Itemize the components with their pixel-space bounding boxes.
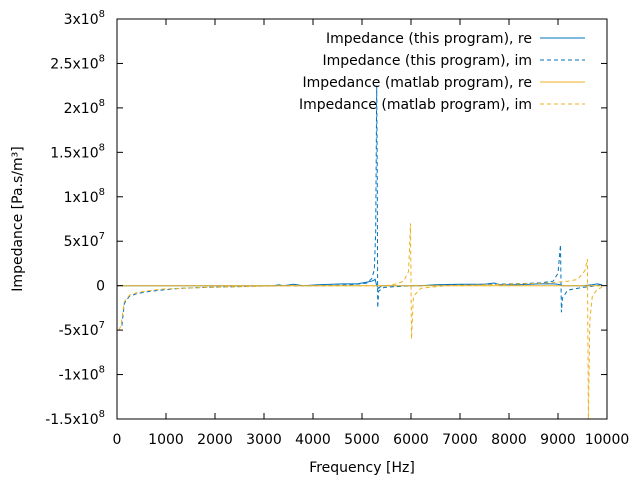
y-tick-label: 0: [96, 279, 105, 295]
y-tick-label: 2x108: [64, 98, 105, 117]
x-tick-label: 8000: [491, 432, 527, 448]
x-tick-label: 9000: [540, 432, 576, 448]
y-tick-label: 2.5x108: [50, 53, 105, 72]
y-tick-label: 1.5x108: [50, 142, 105, 161]
x-tick-label: 6000: [393, 432, 429, 448]
y-tick-label: 5x107: [64, 231, 105, 250]
y-tick-label: -1x108: [59, 365, 105, 384]
x-tick-label: 10000: [585, 432, 630, 448]
x-axis-title: Frequency [Hz]: [309, 460, 415, 476]
x-tick-label: 5000: [344, 432, 380, 448]
legend-label: Impedance (matlab program), re: [302, 75, 532, 91]
series-line-4: [118, 223, 603, 419]
y-tick-label: 1x108: [64, 187, 105, 206]
y-tick-label: -5x107: [59, 320, 105, 339]
series-layer: [117, 85, 603, 419]
tick-layer: 0 1000 2000 3000 4000 5000 6000 7000 8000 9000 100…: [45, 9, 629, 448]
legend-label: Impedance (this program), re: [326, 31, 532, 47]
legend: Impedance (this program), re Impedance (t…: [299, 31, 585, 113]
y-axis-title: Impedance [Pa.s/m³]: [10, 146, 26, 291]
x-tick-label: 7000: [442, 432, 478, 448]
x-tick-label: 1000: [148, 432, 184, 448]
x-tick-label: 0: [113, 432, 122, 448]
legend-label: Impedance (this program), im: [323, 53, 532, 69]
legend-label: Impedance (matlab program), im: [299, 97, 532, 113]
x-tick-label: 2000: [197, 432, 233, 448]
y-tick-label: -1.5x108: [45, 409, 105, 428]
x-tick-label: 3000: [246, 432, 282, 448]
y-tick-label: 3x108: [64, 9, 105, 28]
x-tick-label: 4000: [295, 432, 331, 448]
